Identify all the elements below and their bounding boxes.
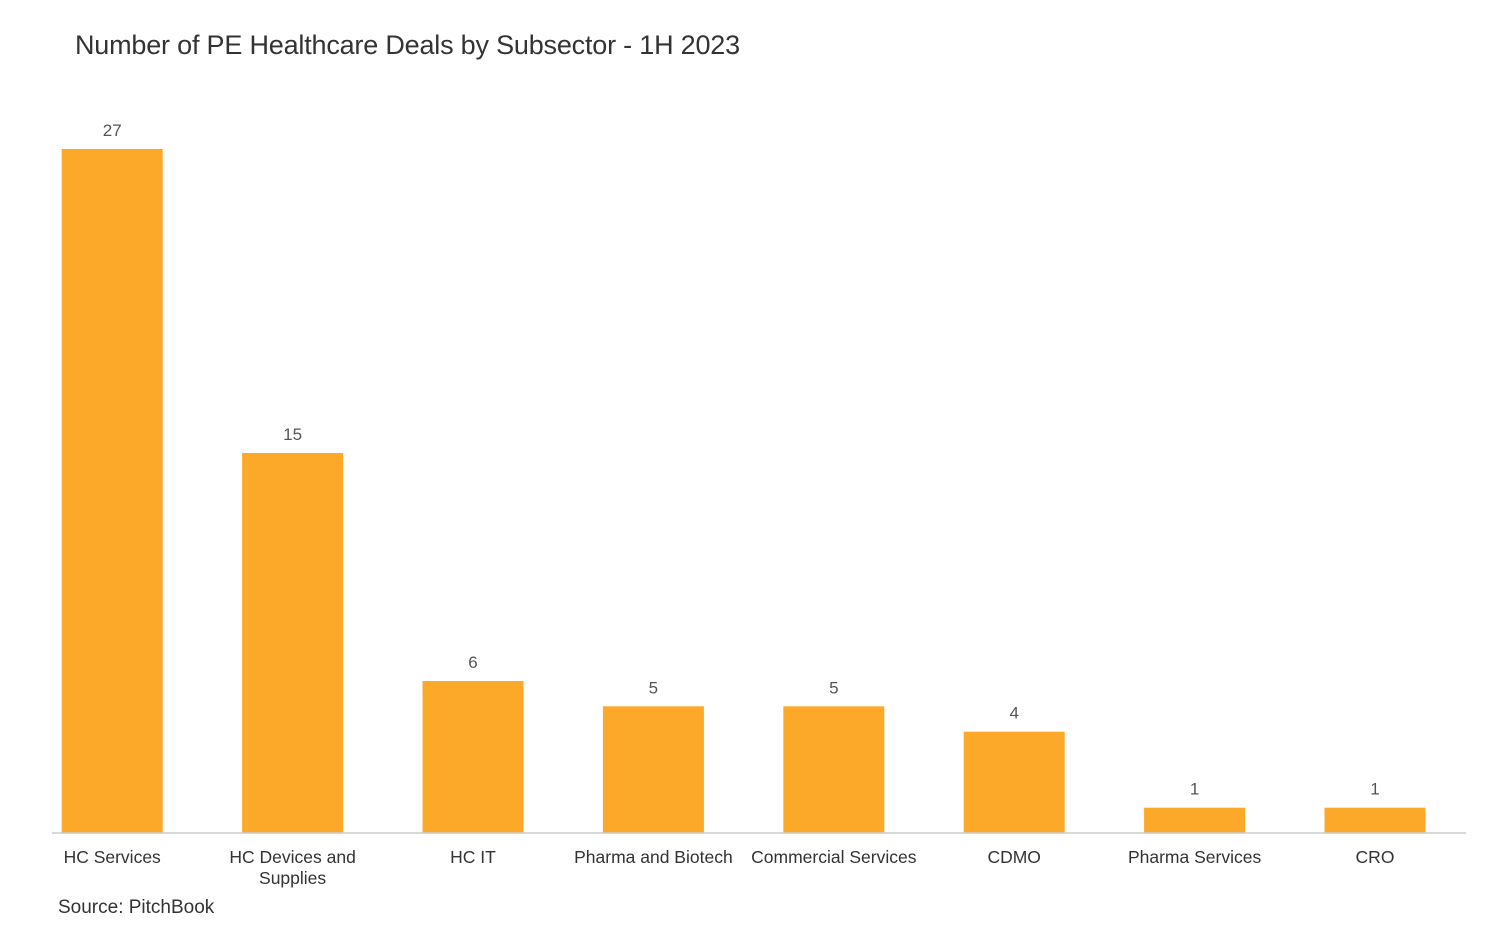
category-label: CRO bbox=[1356, 847, 1395, 867]
bar bbox=[61, 149, 163, 833]
data-label: 1 bbox=[1190, 780, 1199, 799]
data-label: 5 bbox=[829, 678, 838, 697]
value-labels-layer: 27 15 6 5 5 4 1 1 bbox=[103, 121, 1380, 799]
bar bbox=[602, 706, 704, 833]
category-labels-layer: HC Services HC Devices and Supplies HC IT Ph… bbox=[64, 847, 1395, 888]
category-label-line: Supplies bbox=[259, 868, 326, 888]
bar bbox=[1324, 807, 1426, 833]
category-label: HC IT bbox=[450, 847, 496, 867]
chart-title: Number of PE Healthcare Deals by Subsect… bbox=[75, 30, 740, 60]
category-label: Pharma and Biotech bbox=[574, 847, 733, 867]
category-label-line: Pharma and Biotech bbox=[574, 847, 733, 867]
category-label-line: HC Services bbox=[64, 847, 161, 867]
category-label-line: HC Devices and bbox=[229, 847, 355, 867]
category-label: HC Services bbox=[64, 847, 161, 867]
category-label-line: Commercial Services bbox=[751, 847, 917, 867]
bar bbox=[963, 731, 1065, 833]
category-label: Pharma Services bbox=[1128, 847, 1261, 867]
category-label: HC Devices and Supplies bbox=[229, 847, 355, 888]
bar bbox=[783, 706, 885, 833]
category-label-line: CDMO bbox=[987, 847, 1040, 867]
category-label: Commercial Services bbox=[751, 847, 917, 867]
data-label: 15 bbox=[283, 425, 302, 444]
data-label: 1 bbox=[1370, 780, 1379, 799]
category-label: CDMO bbox=[987, 847, 1040, 867]
category-label-line: Pharma Services bbox=[1128, 847, 1261, 867]
category-label-line: CRO bbox=[1356, 847, 1395, 867]
source-note: Source: PitchBook bbox=[58, 897, 215, 918]
bar bbox=[1144, 807, 1246, 833]
data-label: 4 bbox=[1009, 704, 1018, 723]
data-label: 27 bbox=[103, 121, 122, 140]
bar bbox=[242, 453, 344, 833]
category-label-line: HC IT bbox=[450, 847, 496, 867]
bar bbox=[422, 681, 524, 833]
data-label: 6 bbox=[468, 653, 477, 672]
data-label: 5 bbox=[649, 678, 658, 697]
bars-layer bbox=[61, 149, 1426, 833]
